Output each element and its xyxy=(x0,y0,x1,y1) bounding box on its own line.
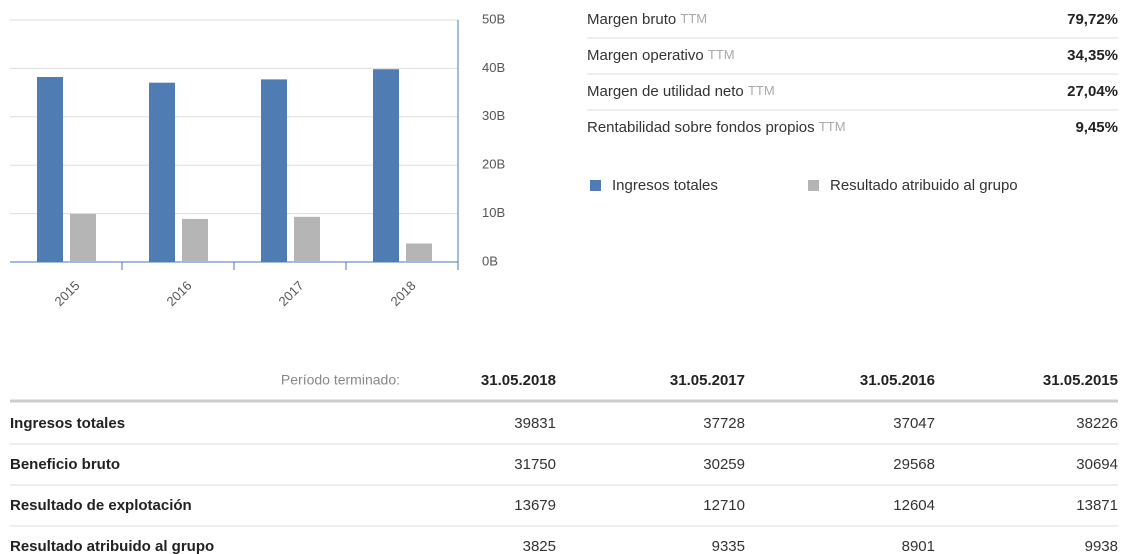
y-tick-label: 10B xyxy=(482,205,505,220)
bar xyxy=(182,218,208,262)
y-tick-label: 40B xyxy=(482,60,505,75)
cell: 37728 xyxy=(703,415,745,432)
row-label: Beneficio bruto xyxy=(10,456,120,473)
bar xyxy=(149,82,175,262)
row-label: Resultado de explotación xyxy=(10,497,192,514)
cell: 12710 xyxy=(703,497,745,514)
cell: 30259 xyxy=(703,456,745,473)
cell: 8901 xyxy=(902,538,935,554)
cell: 3825 xyxy=(523,538,556,554)
legend-swatch xyxy=(590,180,601,191)
y-tick-label: 20B xyxy=(482,157,505,172)
y-tick-label: 50B xyxy=(482,11,505,26)
bar xyxy=(261,79,287,262)
metric-value: 27,04% xyxy=(1067,83,1118,100)
header-caption: Período terminado: xyxy=(281,372,400,388)
cell: 9938 xyxy=(1085,538,1118,554)
metric-suffix: TTM xyxy=(819,119,846,134)
metric-suffix: TTM xyxy=(680,11,707,26)
metric-name: Rentabilidad sobre fondos propios xyxy=(587,119,815,136)
metric-name: Margen operativo xyxy=(587,47,704,64)
cell: 30694 xyxy=(1076,456,1118,473)
cell: 39831 xyxy=(514,415,556,432)
legend-swatch xyxy=(808,180,819,191)
cell: 12604 xyxy=(893,497,935,514)
column-header: 31.05.2017 xyxy=(670,372,745,389)
legend-label: Ingresos totales xyxy=(612,177,718,194)
metric-value: 79,72% xyxy=(1067,11,1118,28)
metric-value: 34,35% xyxy=(1067,47,1118,64)
metric-label: Margen de utilidad neto TTM xyxy=(587,83,775,100)
y-tick-label: 0B xyxy=(482,253,498,268)
metric-name: Margen bruto xyxy=(587,11,676,28)
bar xyxy=(70,213,96,262)
column-header: 31.05.2018 xyxy=(481,372,556,389)
y-tick-label: 30B xyxy=(482,108,505,123)
cell: 13871 xyxy=(1076,497,1118,514)
cell: 29568 xyxy=(893,456,935,473)
cell: 38226 xyxy=(1076,415,1118,432)
x-tick-label: 2018 xyxy=(387,278,418,309)
metric-suffix: TTM xyxy=(748,83,775,98)
row-label: Ingresos totales xyxy=(10,415,125,432)
x-tick-label: 2015 xyxy=(51,278,82,309)
legend-label: Resultado atribuido al grupo xyxy=(830,177,1018,194)
cell: 37047 xyxy=(893,415,935,432)
metric-label: Margen operativo TTM xyxy=(587,47,735,64)
metric-suffix: TTM xyxy=(708,47,735,62)
metric-name: Margen de utilidad neto xyxy=(587,83,744,100)
column-header: 31.05.2016 xyxy=(860,372,935,389)
cell: 9335 xyxy=(712,538,745,554)
row-label: Resultado atribuido al grupo xyxy=(10,538,214,554)
bar xyxy=(406,243,432,262)
bar xyxy=(37,76,63,262)
metric-label: Rentabilidad sobre fondos propios TTM xyxy=(587,119,846,136)
bar xyxy=(373,69,399,262)
metric-label: Margen bruto TTM xyxy=(587,11,707,28)
x-tick-label: 2017 xyxy=(275,278,306,309)
x-tick-label: 2016 xyxy=(163,278,194,309)
bar xyxy=(294,216,320,262)
cell: 31750 xyxy=(514,456,556,473)
column-header: 31.05.2015 xyxy=(1043,372,1118,389)
cell: 13679 xyxy=(514,497,556,514)
metric-value: 9,45% xyxy=(1075,119,1118,136)
